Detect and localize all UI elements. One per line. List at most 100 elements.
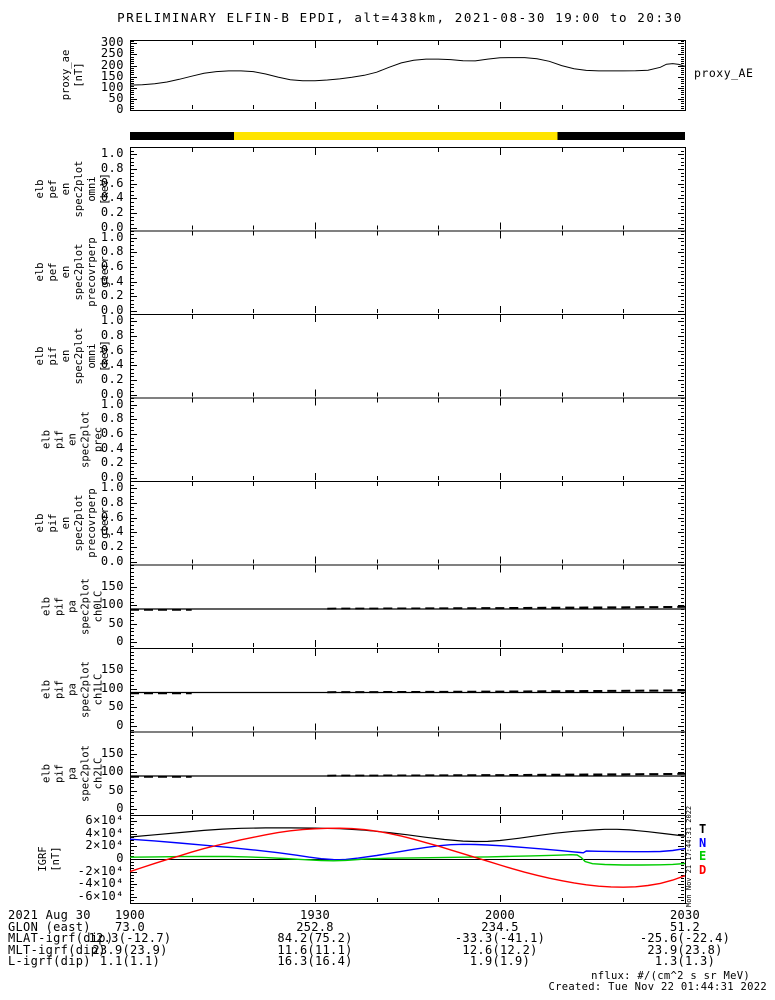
- footer-value: 252.8: [296, 919, 334, 934]
- series-E-igrf: [129, 853, 686, 866]
- panel-box-pef-en-precovrperp-gterr: [130, 230, 686, 315]
- ytick-label-pif-en-omni: 0.6: [100, 342, 124, 357]
- ytick-label-pif-en-prec: 0.8: [100, 411, 124, 426]
- side-timestamp: Mon Nov 21 17:44:31 2022: [685, 805, 693, 907]
- right-axis-label-proxy-ae: proxy_AE: [694, 66, 754, 80]
- legend-entry-D: D: [699, 862, 707, 877]
- series-antiloss_cone-pif-pa-ch1lc: [327, 689, 686, 694]
- footer-value: 16.3(16.4): [277, 954, 353, 968]
- footer-value: 12.3(-12.7): [88, 931, 172, 945]
- ytick-label-pef-en-precovrperp-gterr: 0.8: [100, 244, 124, 259]
- footer-value: 23.9(23.8): [647, 942, 723, 957]
- panel-ylabel-pef-en-omni: elb pef en spec2plot omni [keV]: [34, 160, 111, 218]
- series-D-igrf: [129, 827, 686, 888]
- ytick-label-pif-pa-ch2lc: 0: [116, 801, 124, 816]
- ytick-label-pif-en-prec: 1.0: [100, 396, 124, 411]
- ytick-label-pif-en-omni: 1.0: [100, 313, 124, 328]
- series-N-igrf: [129, 838, 686, 861]
- ytick-label-pif-en-omni: 0.0: [100, 386, 124, 401]
- ytick-label-proxy-ae: 150: [100, 68, 124, 83]
- panel-ylabel-pif-en-precovrperp-gterr: elb pif en spec2plot precovrperp gterr: [34, 487, 111, 558]
- panel-ylabel-pif-pa-ch2lc: elb pif pa spec2plot ch2LC: [40, 744, 105, 802]
- panel-box-pif-en-omni: [130, 314, 686, 399]
- ytick-label-pif-pa-ch2lc: 50: [108, 782, 124, 797]
- ytick-label-pef-en-precovrperp-gterr: 0.2: [100, 288, 124, 303]
- panel-box-pif-en-precovrperp-gterr: [130, 481, 686, 566]
- ytick-label-pif-pa-ch2lc: 150: [100, 745, 124, 760]
- ytick-label-pef-en-omni: 0.4: [100, 190, 124, 205]
- panel-ylabel-pif-pa-ch0lc: elb pif pa spec2plot ch0LC: [40, 577, 105, 635]
- ytick-label-pif-en-prec: 0.6: [100, 426, 124, 441]
- panel-box-proxy-ae: [130, 40, 686, 111]
- footer-row-label: MLAT-igrf(dip): [8, 931, 114, 945]
- ytick-label-pif-en-precovrperp-gterr: 0.6: [100, 509, 124, 524]
- ytick-label-pif-en-omni: 0.8: [100, 327, 124, 342]
- series-antiloss_cone-pif-pa-ch0lc: [327, 605, 686, 610]
- ytick-label-proxy-ae: 200: [100, 57, 124, 72]
- footer-value: 1.1(1.1): [99, 954, 161, 968]
- ytick-label-pif-en-omni: 0.4: [100, 357, 124, 372]
- ytick-label-pif-pa-ch1lc: 150: [100, 662, 124, 677]
- footer-value: 51.2: [669, 919, 701, 934]
- panel-ylabel-igrf: IGRF [nT]: [37, 846, 62, 872]
- ytick-label-pif-pa-ch0lc: 0: [116, 634, 124, 649]
- footer-value: 23.9(23.9): [92, 942, 168, 957]
- legend-entry-E: E: [699, 849, 707, 863]
- footer-value: 11.6(11.1): [277, 942, 353, 957]
- ytick-label-pif-en-precovrperp-gterr: 0.0: [100, 553, 124, 568]
- ytick-label-pif-en-precovrperp-gterr: 0.4: [100, 524, 124, 539]
- footer-row-label: L-igrf(dip): [8, 954, 91, 968]
- ytick-label-pif-pa-ch1lc: 0: [116, 717, 124, 732]
- panel-ylabel-pef-en-precovrperp-gterr: elb pef en spec2plot precovrperp gterr: [34, 237, 111, 308]
- ytick-label-igrf: -4×10⁴: [77, 876, 124, 891]
- ytick-label-pif-en-precovrperp-gterr: 0.8: [100, 494, 124, 509]
- ytick-label-igrf: -6×10⁴: [77, 888, 124, 903]
- ytick-label-pef-en-omni: 0.8: [100, 160, 124, 175]
- ytick-label-pef-en-precovrperp-gterr: 0.6: [100, 259, 124, 274]
- ytick-label-pef-en-omni: 1.0: [100, 146, 124, 161]
- nflux-units-note: nflux: #/(cm^2 s sr MeV): [591, 970, 750, 982]
- ytick-label-pef-en-precovrperp-gterr: 1.0: [100, 229, 124, 244]
- ytick-label-pef-en-omni: 0.6: [100, 175, 124, 190]
- footer-value: -25.6(-22.4): [639, 931, 731, 945]
- panel-box-pef-en-omni: [130, 147, 686, 232]
- ytick-label-igrf: 2×10⁴: [85, 838, 124, 853]
- legend-entry-T: T: [699, 822, 707, 836]
- ytick-label-pif-pa-ch0lc: 150: [100, 578, 124, 593]
- panel-ylabel-pif-en-omni: elb pif en spec2plot omni [keV]: [34, 327, 111, 385]
- ytick-label-pif-en-omni: 0.2: [100, 371, 124, 386]
- ytick-label-pef-en-precovrperp-gterr: 0.0: [100, 303, 124, 318]
- footer-value: 1900: [114, 908, 146, 922]
- ytick-label-pif-en-precovrperp-gterr: 0.2: [100, 538, 124, 553]
- ytick-label-proxy-ae: 50: [108, 90, 124, 105]
- panel-box-pif-en-prec: [130, 397, 686, 482]
- series-antiloss_cone-pif-pa-ch2lc: [327, 772, 686, 777]
- footer-row-label: 2021 Aug 30: [8, 908, 91, 922]
- footer-value: 73.0: [114, 919, 146, 934]
- footer-value: 2030: [669, 908, 701, 922]
- ytick-label-pif-en-prec: 0.0: [100, 470, 124, 485]
- panel-ylabel-proxy-ae: proxy_ae [nT]: [60, 49, 85, 101]
- footer-row-label: MLT-igrf(dip): [8, 942, 106, 957]
- ytick-label-pef-en-precovrperp-gterr: 0.4: [100, 273, 124, 288]
- ytick-label-proxy-ae: 250: [100, 46, 124, 61]
- footer-value: 1930: [299, 908, 331, 922]
- ytick-label-proxy-ae: 0: [116, 102, 124, 116]
- created-timestamp-note: Created: Tue Nov 22 01:44:31 2022: [548, 981, 767, 993]
- ytick-label-pif-en-prec: 0.4: [100, 440, 124, 455]
- ytick-label-pif-pa-ch2lc: 100: [100, 764, 124, 779]
- ytick-label-pif-pa-ch0lc: 50: [108, 615, 124, 630]
- panel-ylabel-pif-pa-ch1lc: elb pif pa spec2plot ch1LC: [40, 661, 105, 719]
- ytick-label-igrf: 4×10⁴: [85, 825, 124, 840]
- footer-row-label: GLON (east): [8, 919, 91, 934]
- footer-value: 12.6(12.2): [462, 942, 538, 957]
- footer-value: 84.2(75.2): [277, 931, 353, 945]
- series-T-igrf: [129, 827, 686, 843]
- ytick-label-pef-en-omni: 0.2: [100, 204, 124, 219]
- ytick-label-proxy-ae: 300: [100, 35, 124, 50]
- ytick-label-pif-en-precovrperp-gterr: 1.0: [100, 480, 124, 495]
- footer-value: 234.5: [481, 919, 519, 934]
- plot-title: PRELIMINARY ELFIN-B EPDI, alt=438km, 202…: [117, 10, 683, 25]
- status-colorbar: [130, 132, 685, 140]
